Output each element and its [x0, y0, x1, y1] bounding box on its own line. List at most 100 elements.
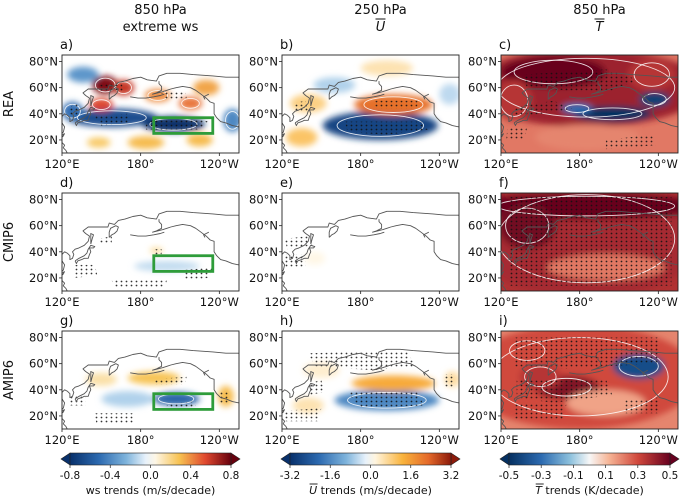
panel-frame [281, 192, 460, 292]
significance-stipple [68, 103, 81, 117]
colorbar-extend-max [450, 452, 461, 466]
significance-stipple [98, 236, 112, 244]
coastline [350, 231, 385, 237]
colorbar-tick-label: 3.2 [443, 470, 460, 482]
coastline [282, 210, 459, 261]
coastline [282, 348, 459, 399]
coastline [328, 87, 339, 100]
significance-stipple [347, 392, 424, 409]
lat-tick-label: 60°N [468, 357, 497, 371]
panel-label-b: b) [280, 38, 293, 53]
coastline [74, 382, 96, 403]
coastline [62, 409, 66, 414]
colorbar-tick-label: 0.3 [629, 470, 646, 482]
column-title-t-line2: T [596, 20, 605, 35]
lat-tick-label: 60°N [468, 219, 497, 233]
anomaly-blob [85, 372, 118, 386]
column-titles: 850 hPa extreme ws 250 hPa U 850 hPa T [123, 3, 626, 35]
significance-stipple [111, 280, 167, 289]
lon-tick-label: 120°E [265, 433, 300, 447]
lon-tick-label: 120°W [420, 295, 459, 309]
coastline [108, 87, 119, 100]
row-label-rea: REA [2, 91, 17, 117]
anomaly-blob [127, 136, 165, 150]
lon-tick-label: 180° [566, 433, 594, 447]
coastline [282, 72, 459, 123]
lon-tick-label: 120°E [45, 433, 80, 447]
coastline [501, 409, 505, 414]
lat-tick-label: 80°N [29, 331, 58, 345]
coastline [282, 398, 286, 411]
coastline [282, 409, 286, 414]
lat-tick-label: 80°N [468, 55, 497, 69]
panel-a: a) 20°N 40°N 60°N 80°N 120°E 180° 120°W [29, 38, 240, 171]
lon-tick-label: 180° [127, 295, 155, 309]
anomaly-blob [628, 58, 676, 91]
contour-line [181, 97, 200, 109]
coastline [130, 369, 165, 375]
lat-tick-label: 20°N [29, 271, 58, 285]
target-region-box [152, 392, 215, 411]
colorbar-ws: -0.8 -0.4 0.0 0.4 0.8 ws trends (m/s/decade) [60, 452, 241, 497]
panel-g: g) 20°N 40°N 60°N 80°N 120°E 180° 120°W [29, 314, 240, 447]
panel-frame [61, 54, 240, 154]
panel-label-e: e) [280, 176, 293, 191]
coastline [90, 233, 94, 245]
lon-tick-label: 180° [347, 295, 375, 309]
coastline [501, 72, 678, 123]
colorbars: -0.8 -0.4 0.0 0.4 0.8ws trends (m/s/decade) -… [60, 452, 680, 497]
anomaly-blob [134, 260, 200, 272]
colorbar-tick-label: 0.8 [223, 470, 240, 482]
lat-tick-label: 20°N [249, 409, 278, 423]
lon-tick-label: 120°W [200, 433, 239, 447]
coastline [74, 106, 96, 127]
lon-tick-label: 120°W [420, 157, 459, 171]
coastline [130, 231, 165, 237]
panel-e-field [282, 193, 459, 291]
contour-line [64, 103, 81, 119]
coastline [108, 363, 119, 376]
coastline [501, 280, 507, 291]
coastline [547, 87, 558, 100]
panel-frame [500, 54, 679, 154]
colorbar-bar [508, 452, 671, 466]
colorbar-tick-label: -0.1 [563, 470, 584, 482]
panel-f: f) 20°N 40°N 60°N 80°N 120°E 180° 120°W [468, 176, 679, 309]
lon-tick-label: 120°W [200, 295, 239, 309]
panel-d-field [62, 193, 239, 291]
coastline [547, 363, 558, 376]
panel-g-field [62, 331, 239, 429]
colorbar-bar [69, 452, 232, 466]
coastline [62, 142, 68, 153]
significance-stipple [153, 376, 187, 385]
panel-frame [61, 192, 240, 292]
contour-line [501, 57, 676, 118]
lon-tick-label: 120°W [639, 157, 678, 171]
anomaly-blob [86, 137, 111, 148]
column-title-ws-line1: 850 hPa [134, 3, 186, 18]
coastline [294, 106, 316, 127]
panel-label-f: f) [499, 176, 509, 191]
coastline [62, 418, 68, 429]
coastline [501, 398, 505, 411]
lat-tick-label: 20°N [468, 133, 497, 147]
coastline [203, 93, 210, 100]
significance-stipple [94, 413, 135, 423]
map-panels: a) 20°N 40°N 60°N 80°N 120°E 180° 120°W b) 20°N 40… [29, 38, 679, 447]
significance-stipple [94, 113, 131, 126]
panel-i: i) 20°N 40°N 60°N 80°N 120°E 180° 120°W [468, 314, 679, 447]
panel-label-a: a) [60, 38, 73, 53]
lat-tick-label: 20°N [249, 271, 278, 285]
panel-b: b) 20°N 40°N 60°N 80°N 120°E 180° 120°W [249, 38, 460, 171]
coastline [130, 93, 165, 99]
panel-frame [281, 54, 460, 154]
lon-tick-label: 120°E [484, 157, 519, 171]
anomaly-blob [351, 375, 436, 392]
lon-tick-label: 180° [566, 157, 594, 171]
anomaly-blob [101, 391, 154, 407]
anomaly-blob [439, 83, 459, 105]
coastline [501, 348, 678, 399]
lat-tick-label: 40°N [468, 383, 497, 397]
lat-tick-label: 40°N [249, 383, 278, 397]
